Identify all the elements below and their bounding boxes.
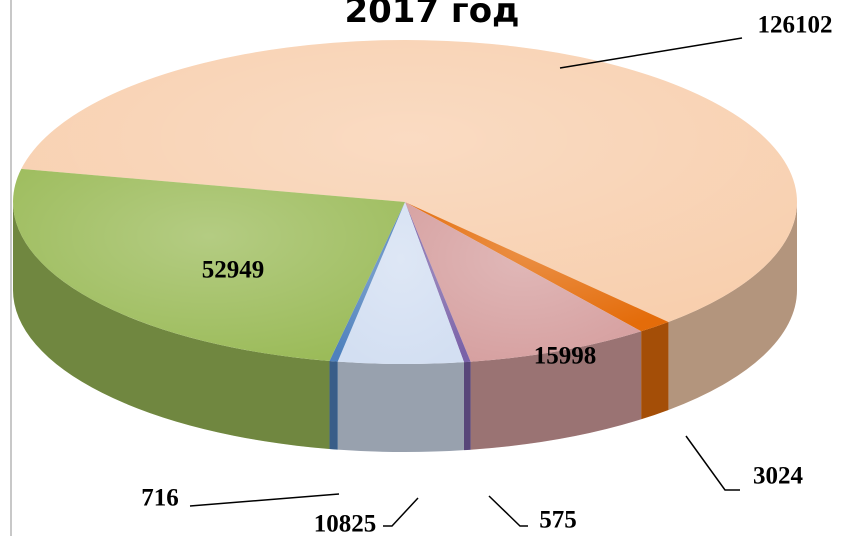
leader-line xyxy=(559,37,743,69)
data-label: 3024 xyxy=(753,463,804,490)
slice-shine xyxy=(13,168,405,361)
data-label: 716 xyxy=(141,485,179,512)
slice-side-shade xyxy=(12,202,330,449)
leader-line xyxy=(383,497,419,527)
slice-side-shade xyxy=(668,202,797,410)
leader-line xyxy=(685,435,740,491)
slice-shine xyxy=(405,202,669,332)
slice-side xyxy=(668,202,797,410)
data-label: 52949 xyxy=(202,257,265,284)
slice-side-shade xyxy=(337,361,464,452)
slice-side xyxy=(463,361,471,451)
slice-side xyxy=(337,361,464,452)
data-label: 126102 xyxy=(758,12,833,39)
slice-side xyxy=(329,360,338,450)
slice-side-shade xyxy=(463,361,471,451)
slice-shine xyxy=(329,202,405,362)
slice-side xyxy=(470,331,642,450)
data-label: 10825 xyxy=(314,511,377,536)
slice-side xyxy=(12,202,330,449)
leader-line xyxy=(189,493,340,507)
data-label: 575 xyxy=(539,507,577,534)
slice-shine xyxy=(405,202,471,363)
slice-side-shade xyxy=(329,360,338,450)
slice-shine xyxy=(337,202,464,364)
slice-side xyxy=(641,321,669,420)
slice-shine xyxy=(405,202,642,362)
chart-title: 2017 год xyxy=(344,0,519,31)
slice-shine xyxy=(21,39,798,322)
leader-line xyxy=(488,495,528,527)
slice-side-shade xyxy=(641,321,669,420)
slice-side-shade xyxy=(470,331,642,450)
data-label: 15998 xyxy=(534,343,597,370)
